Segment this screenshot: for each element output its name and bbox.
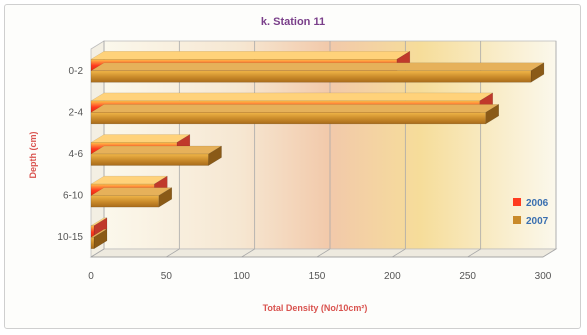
x-tick-label: 250 (459, 271, 476, 282)
x-tick-labels: 0 50 100 150 200 250 300 (88, 271, 552, 282)
bar-2007-10-15 (90, 228, 108, 250)
bar-top (90, 187, 173, 196)
x-tick-label: 150 (309, 271, 326, 282)
gridline-floor (166, 248, 180, 258)
bar-front (90, 112, 486, 125)
chart-title: k. Station 11 (261, 16, 325, 28)
legend-swatch-2007 (513, 216, 521, 224)
legend-label-2007: 2007 (526, 216, 549, 227)
x-tick-label: 200 (384, 271, 401, 282)
x-tick-label: 300 (535, 271, 552, 282)
gridline-floor (392, 248, 406, 258)
bar-front (90, 70, 532, 83)
chart-svg: k. Station 11 0-2 2-4 4-6 6-10 10-15 0 50 100 1… (28, 16, 558, 313)
x-tick-label: 0 (88, 271, 94, 282)
y-tick-label: 0-2 (69, 66, 84, 77)
bar-front (90, 236, 95, 249)
bar-top (90, 92, 494, 102)
bar-2007-0-2 (90, 62, 545, 83)
gridline-floor (90, 248, 105, 258)
bar-2007-4-6 (90, 145, 223, 166)
bar-2006-10-15 (90, 217, 108, 238)
legend: 2006 2007 (513, 198, 549, 227)
bar-2007-2-4 (90, 103, 500, 125)
gridline-floor (316, 248, 331, 258)
gridline-floor (467, 248, 481, 258)
y-tick-label: 2-4 (69, 107, 84, 118)
bar-top (90, 134, 191, 143)
y-axis-title: Depth (cm) (28, 131, 38, 178)
x-tick-label: 50 (161, 271, 173, 282)
y-tick-label: 6-10 (63, 191, 83, 202)
legend-swatch-2006 (513, 198, 521, 206)
bar-top (90, 62, 545, 72)
gridline-floor (542, 248, 557, 258)
y-tick-label: 4-6 (69, 149, 84, 160)
gridline-floor (241, 248, 255, 258)
bar-2007-6-10 (90, 187, 173, 208)
bar-end (208, 145, 222, 166)
x-tick-label: 100 (233, 271, 250, 282)
bar-front (90, 153, 209, 166)
x-axis-title: Total Density (No/10cm²) (263, 303, 368, 313)
bar-top (90, 145, 223, 155)
bar-front (90, 195, 160, 208)
legend-label-2006: 2006 (526, 198, 549, 209)
bars (90, 50, 545, 250)
chart-frame: k. Station 11 0-2 2-4 4-6 6-10 10-15 0 50 100 1… (4, 4, 581, 329)
bar-top (90, 104, 500, 113)
y-tick-labels: 0-2 2-4 4-6 6-10 10-15 (57, 66, 83, 243)
y-tick-label: 10-15 (57, 232, 83, 243)
bar-top (90, 51, 411, 60)
